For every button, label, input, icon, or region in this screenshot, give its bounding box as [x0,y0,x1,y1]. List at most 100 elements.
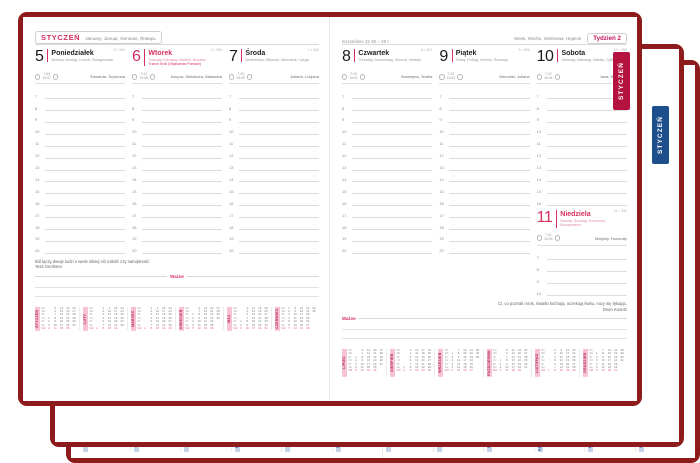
mini-day-cell[interactable]: 29 [379,354,383,359]
mini-day-cell[interactable]: 2 [102,305,104,310]
hour-write-line[interactable] [449,193,530,207]
hour-write-line[interactable] [239,181,319,195]
hour-write-line[interactable] [546,98,627,112]
mini-day-cell[interactable]: 7 [505,354,508,359]
mini-day-cell[interactable]: 8 [505,358,508,363]
mini-day-cell[interactable]: 9 [409,368,412,373]
mini-day-cell[interactable]: 18 [421,351,425,356]
mini-day-cell[interactable]: 27 [469,368,473,373]
mini-day-cell[interactable]: 23 [210,315,214,320]
mini-day-cell[interactable]: 16 [59,319,64,324]
mini-day-cell[interactable]: 25 [306,315,310,320]
mini-day-cell[interactable]: 23 [421,368,425,373]
mini-day-cell[interactable]: 11 [155,312,159,317]
mini-day-cell[interactable]: 19 [565,358,570,363]
mini-day-cell[interactable]: 6 [150,319,152,324]
hour-row-7[interactable]: 7 [342,87,433,100]
mini-day-cell[interactable]: 20 [299,322,304,327]
hour-write-line[interactable] [546,193,627,207]
mini-day-cell[interactable]: 4 [595,361,598,366]
mini-day-cell[interactable]: 13 [456,368,461,373]
mini-day-cell[interactable] [311,327,317,330]
mini-day-cell[interactable]: 24 [306,312,310,317]
mini-day-cell[interactable]: 31 [379,361,383,366]
mini-day-cell[interactable]: 21 [114,322,118,327]
mini-day-cell[interactable]: 4 [246,305,248,310]
mini-day-cell[interactable]: 16 [607,354,612,359]
hour-write-line[interactable] [546,181,627,195]
mini-day-cell[interactable]: 3 [48,322,50,327]
mini-day-cell[interactable]: 18 [366,364,371,369]
hour-write-line[interactable] [239,146,319,159]
mini-day-cell[interactable]: 14 [59,312,64,317]
hour-row-13[interactable]: 13 [35,159,125,171]
hour-row-16[interactable]: 16 [229,194,319,207]
mini-day-cell[interactable]: 11 [559,354,563,359]
hour-write-line[interactable] [142,229,222,242]
mini-day-cell[interactable]: 21 [66,312,70,317]
mini-day-cell[interactable]: 7 [198,309,200,313]
mini-day-cell[interactable]: 13 [107,319,112,324]
mini-day-cell[interactable]: 5 [288,319,290,324]
mini-day-cell[interactable]: 8 [246,319,248,324]
mini-day-cell[interactable]: 1 [192,312,194,317]
mini-day-cell[interactable]: 14 [366,351,371,356]
hour-row-11[interactable]: 11 [537,135,627,147]
mini-day-cell[interactable]: 6 [246,312,248,317]
mini-day-cell[interactable]: 8 [198,312,200,317]
mini-day-cell[interactable]: 28 [524,354,528,359]
hour-row-9[interactable]: 9 [439,110,530,123]
mini-day-cell[interactable]: 17 [607,358,612,363]
mini-day-cell[interactable]: 21 [258,315,262,320]
hour-row-17[interactable]: 17 [35,205,125,219]
mini-day-cell[interactable]: 1 [240,319,242,324]
mini-day-cell[interactable]: 30 [427,368,431,373]
mini-day-cell[interactable]: 10 [601,358,605,363]
mini-day-cell[interactable]: 8 [150,326,152,331]
mini-day-cell[interactable]: 1 [547,368,550,373]
hour-write-line[interactable] [45,241,125,254]
mini-day-cell[interactable]: 18 [511,368,515,373]
mini-day-cell[interactable]: 15 [559,368,563,373]
hour-row-8[interactable]: 8 [132,99,222,112]
mini-day-cell[interactable]: 19 [258,309,262,313]
mini-day-cell[interactable]: 23 [120,305,124,310]
hour-write-line[interactable] [45,98,125,112]
mini-day-cell[interactable]: 1 [451,351,454,356]
mini-day-cell[interactable]: 29 [620,351,624,356]
mini-day-cell[interactable]: 21 [373,351,377,356]
hour-write-line[interactable] [45,181,125,195]
hour-row-18[interactable]: 18 [132,218,222,230]
mini-day-cell[interactable]: 9 [602,354,604,359]
mini-day-cell[interactable]: 4 [409,351,412,356]
mini-day-cell[interactable]: 27 [306,322,310,327]
hour-row-8[interactable]: 8 [537,98,627,112]
hour-row-10[interactable]: 10 [132,123,222,135]
hour-write-line[interactable] [45,158,125,171]
hour-write-line[interactable] [352,193,433,207]
mini-day-cell[interactable]: 6 [505,351,508,356]
mini-day-cell[interactable]: 20 [114,319,118,324]
mini-day-cell[interactable]: 27 [379,347,383,352]
mini-day-cell[interactable]: 8 [294,305,296,310]
mini-day-cell[interactable]: 23 [373,358,377,363]
hour-write-line[interactable] [449,181,530,195]
mini-day-cell[interactable]: 24 [427,347,431,352]
mini-day-cell[interactable]: 25 [427,351,431,356]
mini-day-cell[interactable]: 10 [360,361,364,366]
mini-day-cell[interactable]: 2 [240,322,242,327]
hour-row-12[interactable]: 12 [537,147,627,159]
mini-day-cell[interactable]: 13 [251,312,256,317]
hour-write-line[interactable] [45,217,125,230]
mini-day-cell[interactable]: 12 [107,315,112,320]
hour-write-line[interactable] [449,110,530,123]
mini-day-cell[interactable]: 12 [293,319,297,324]
hour-write-line[interactable] [45,205,125,219]
mini-day-cell[interactable]: 31 [72,322,76,327]
mini-day-cell[interactable]: 9 [505,361,508,366]
mini-day-cell[interactable]: 6 [554,361,556,366]
hour-row-17[interactable]: 17 [132,206,222,219]
mini-day-cell[interactable]: 12 [360,368,364,373]
